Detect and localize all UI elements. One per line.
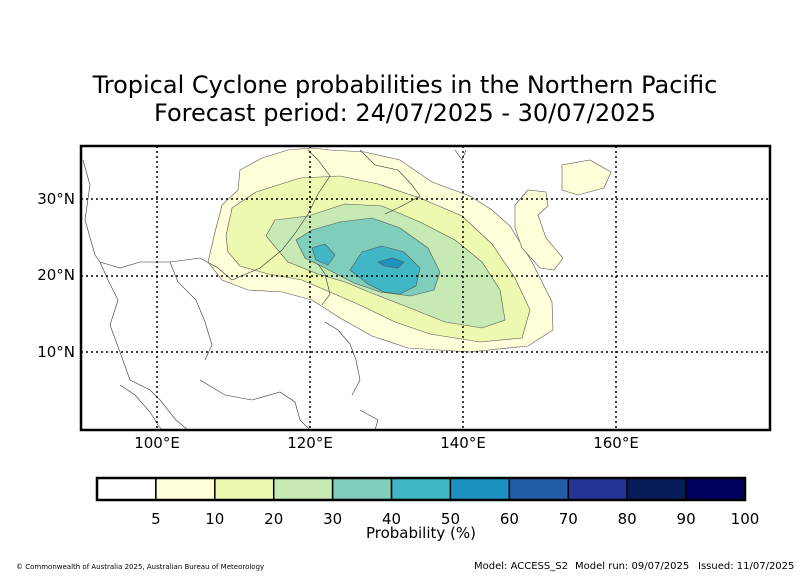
probability-5-contour-far-east [561,159,612,196]
lon-label-120e: 120°E [287,434,333,452]
colorbar-tick-label: 80 [617,510,637,528]
colorbar-frame [95,476,747,502]
map-frame [79,144,772,432]
copyright-text: © Commonwealth of Australia 2025, Austra… [16,563,265,571]
gridlines [81,146,770,430]
colorbar-tick-label: 40 [381,510,402,528]
colorbar-tick-label: 90 [676,510,696,528]
colorbar-swatch [508,477,570,501]
colorbar-tick-label: 5 [151,510,161,528]
lon-label-160e: 160°E [593,434,639,452]
coastlines [82,149,467,430]
lon-label-140e: 140°E [440,434,486,452]
issued-text: Issued: 11/07/2025 [698,561,795,572]
colorbar-label: Probability (%) [365,524,477,542]
colorbar-swatch [96,477,157,501]
colorbar-tick-label: 50 [440,510,460,528]
colorbar-swatch [272,477,334,501]
colorbar-swatch [685,477,746,501]
probability-40-contour-west [311,243,336,266]
colorbar-swatch [626,477,687,501]
colorbar-swatch [567,477,628,501]
colorbar-swatch [331,477,393,501]
colorbar-swatch [449,477,511,501]
colorbar-tick-label: 60 [499,510,519,528]
probability-40-contour [349,245,421,295]
map-area [82,147,612,430]
colorbar-swatch [390,477,452,501]
model-text: Model: ACCESS_S2 [474,561,568,572]
colorbar-swatch [214,477,275,501]
probability-50-contour [377,257,405,269]
map-title-line-1: Tropical Cyclone probabilities in the No… [92,71,718,99]
map-title-line-2: Forecast period: 24/07/2025 - 30/07/2025 [154,99,656,127]
colorbar-swatch [155,477,216,501]
lat-label-20n: 20°N [37,266,75,284]
lat-label-30n: 30°N [37,190,75,208]
colorbar-tick-label: 70 [558,510,578,528]
colorbar-tick-label: 30 [323,510,343,528]
colorbar-tick-label: 100 [730,510,760,528]
probability-5-contour-east [514,189,564,271]
colorbar [96,477,746,501]
colorbar-tick-label: 20 [264,510,284,528]
colorbar-tick-label: 10 [205,510,225,528]
lat-label-10n: 10°N [37,343,75,361]
model-run-text: Model run: 09/07/2025 [575,561,690,572]
lon-label-100e: 100°E [134,434,180,452]
